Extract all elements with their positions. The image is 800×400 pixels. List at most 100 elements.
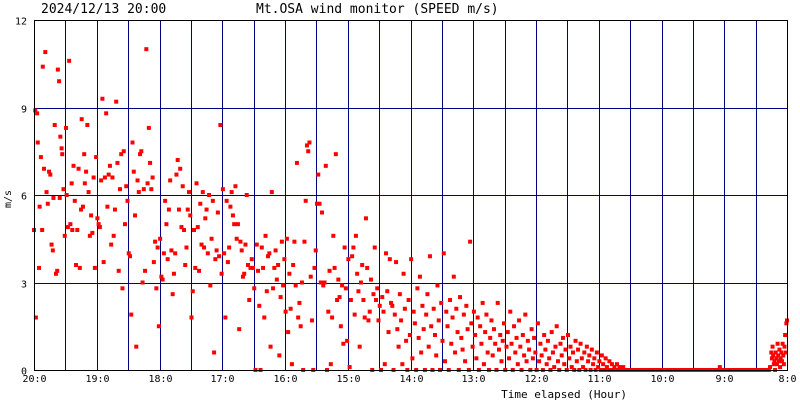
data-point	[524, 359, 529, 364]
data-point	[194, 181, 199, 186]
data-point	[621, 365, 626, 370]
data-point	[450, 315, 455, 320]
x-tick-label: 15:0	[336, 374, 360, 385]
data-point	[586, 359, 591, 364]
y-tick-label: 6	[21, 192, 27, 203]
data-point	[578, 341, 583, 346]
data-point	[87, 233, 92, 238]
data-point	[385, 289, 390, 294]
data-point	[298, 324, 303, 329]
data-point	[474, 356, 479, 361]
data-point	[85, 123, 90, 127]
data-point	[145, 181, 150, 186]
data-point	[86, 190, 91, 195]
data-point	[208, 283, 213, 288]
y-tick-label: 12	[15, 17, 27, 28]
x-tick-label: 12:0	[524, 374, 548, 385]
data-point	[35, 140, 40, 145]
data-point	[352, 312, 357, 317]
data-point	[560, 335, 565, 340]
data-point	[272, 265, 277, 270]
data-point	[347, 365, 352, 370]
data-point	[439, 300, 444, 305]
data-point	[307, 140, 312, 145]
data-point	[190, 289, 195, 294]
data-point	[407, 333, 412, 337]
data-point	[478, 324, 483, 329]
data-point	[144, 47, 149, 52]
data-point	[781, 362, 786, 367]
data-point	[773, 350, 778, 355]
data-point	[778, 356, 783, 361]
data-point	[82, 152, 87, 157]
data-point	[568, 344, 573, 349]
data-point	[353, 233, 358, 238]
data-point	[35, 111, 40, 116]
data-point	[473, 333, 478, 337]
data-point	[176, 207, 181, 212]
data-point	[775, 341, 780, 346]
data-point	[150, 175, 155, 180]
data-point	[614, 362, 619, 367]
data-point	[496, 347, 501, 352]
data-point	[148, 160, 153, 165]
data-point	[38, 155, 43, 160]
data-point	[533, 350, 538, 355]
data-point	[218, 123, 223, 127]
data-point	[174, 172, 179, 177]
data-point	[774, 362, 779, 367]
data-point	[42, 166, 47, 171]
data-point	[449, 341, 454, 346]
chart-title: Mt.OSA wind monitor (SPEED m/s)	[256, 2, 499, 17]
data-point	[395, 327, 400, 332]
data-point	[520, 333, 525, 337]
data-point	[460, 347, 465, 352]
data-point	[539, 353, 544, 358]
data-point	[420, 303, 425, 308]
data-point	[77, 265, 82, 270]
x-tick-label: 17:0	[210, 374, 234, 385]
data-point	[252, 286, 257, 291]
data-point	[124, 184, 129, 189]
data-point	[195, 225, 200, 230]
data-point	[222, 251, 227, 256]
data-point	[392, 312, 397, 317]
data-point	[57, 79, 62, 84]
data-point	[782, 344, 787, 349]
data-point	[573, 338, 578, 343]
data-point	[587, 353, 592, 358]
y-axis-label: m/s	[3, 190, 14, 208]
data-point	[357, 344, 362, 349]
data-point	[52, 123, 57, 127]
data-point	[109, 242, 114, 247]
data-point	[589, 347, 594, 352]
data-point	[284, 236, 289, 241]
data-point	[288, 306, 293, 311]
data-point	[249, 257, 254, 262]
data-point	[530, 356, 535, 361]
data-point	[53, 271, 58, 276]
data-point	[245, 263, 250, 267]
data-point	[135, 178, 140, 183]
data-point	[43, 50, 48, 55]
data-point	[581, 365, 586, 370]
data-point	[89, 213, 94, 218]
data-point	[283, 309, 288, 314]
data-point	[188, 213, 193, 218]
data-point	[776, 353, 781, 358]
data-point	[459, 335, 464, 340]
data-point	[417, 274, 422, 279]
data-point	[717, 365, 722, 370]
data-point	[355, 271, 360, 276]
data-point	[263, 233, 268, 238]
data-point	[296, 315, 301, 320]
data-point	[514, 335, 519, 340]
data-point	[367, 309, 372, 314]
x-tick-label: 16:0	[273, 374, 297, 385]
data-point	[45, 201, 50, 206]
data-point	[79, 207, 84, 212]
x-tick-label: 20:0	[22, 374, 46, 385]
data-point	[331, 233, 336, 238]
data-point	[429, 324, 434, 329]
